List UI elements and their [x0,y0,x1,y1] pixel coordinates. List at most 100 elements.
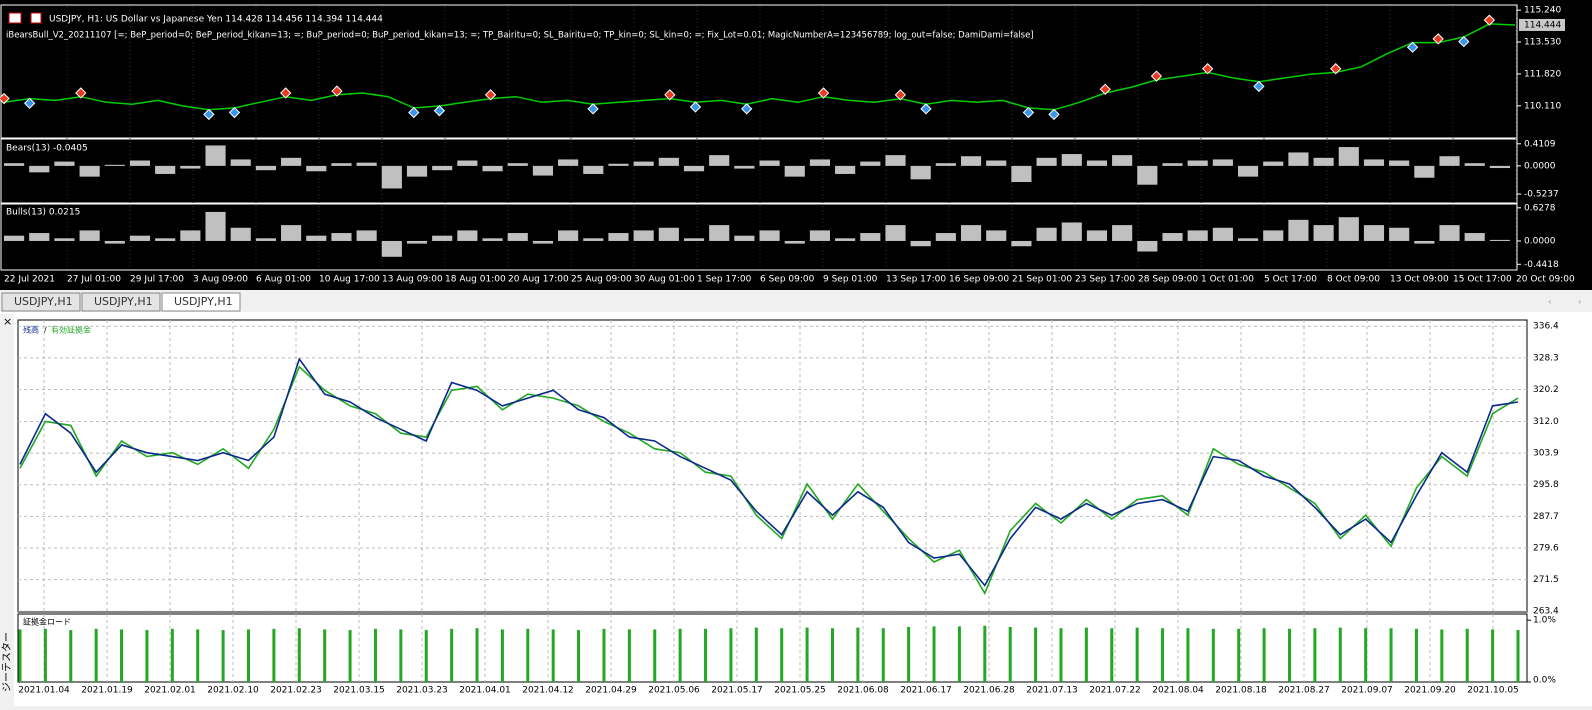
margin-bar [120,629,124,682]
margin-bar [373,628,377,682]
buy-marker [228,106,241,119]
bulls-bar [356,230,377,241]
margin-bar [1084,627,1088,682]
bears-bar [1439,156,1460,166]
scroll-right[interactable]: › [1578,298,1582,308]
bears-bar [734,165,755,169]
margin-bar [1161,628,1165,682]
y-tick-label: 0.0000 [1524,161,1556,171]
legend-equity: 有効証拠金 [51,325,91,335]
margin-bar [907,626,911,682]
bears-bar [104,164,125,166]
bears-bar [935,163,956,166]
bulls-bar [759,230,780,241]
bears-bar [1011,165,1032,183]
bears-bar [1212,159,1233,166]
bears-bar [835,165,856,174]
expert-icon[interactable] [30,12,42,24]
bears-bar [1389,160,1410,166]
equity-line [19,365,1519,596]
x-tick-label: 2021.04.01 [459,686,511,696]
bulls-bar [54,238,75,241]
x-tick-label: 2021.08.18 [1215,686,1267,696]
balance-line [19,357,1519,587]
expert-parameters: iBearsBull_V2_20211107 [=; BeP_period=0;… [6,31,1034,41]
x-tick-label: 2021.04.12 [522,686,574,696]
margin-bar [856,627,860,682]
bulls-bar [29,233,50,241]
bulls-bar [784,240,805,244]
chart-icon[interactable] [8,12,22,24]
margin-bar [1135,627,1139,682]
bulls-bar [331,233,352,241]
margin-bar [1034,627,1038,682]
tab[interactable] [161,292,241,312]
bears-bar [784,165,805,177]
bears-bar [583,165,604,174]
close-button[interactable]: × [3,315,12,328]
margin-bar [424,630,428,682]
buy-marker [23,97,36,109]
margin-bar [602,628,606,682]
bears-bar [1162,163,1183,166]
y-tick-label: 110.110 [1524,101,1561,111]
margin-bar [18,629,22,682]
margin-bar [1389,628,1393,682]
bears-bar [205,145,226,166]
buy-marker [1458,35,1470,48]
margin-bar [1262,628,1266,682]
balance-pane [17,319,1528,613]
x-tick-label: 15 Oct 17:00 [1453,275,1512,285]
bears-bar [960,156,982,166]
bulls-bar [281,225,302,241]
sell-marker [1330,63,1342,75]
x-tick-label: 25 Aug 09:00 [571,275,632,285]
sell-marker [1432,33,1444,45]
margin-bar [170,628,174,682]
x-tick-label: 18 Aug 01:00 [445,275,506,285]
margin-bar [1211,628,1215,682]
bulls-bar [1363,225,1385,241]
bulls-bar [1061,222,1082,241]
y-tick-label: 295.8 [1533,480,1559,490]
bears-bar [986,160,1007,166]
bulls-bar [306,235,327,241]
tab[interactable] [81,292,161,312]
bears-bar [910,165,931,180]
y-tick-label: 336.4 [1533,322,1559,332]
bulls-bar [1313,225,1334,241]
x-tick-label: 2021.08.04 [1152,686,1204,696]
tab-label[interactable]: USDJPY,H1 [94,295,153,308]
x-tick-label: 2021.08.27 [1278,686,1330,696]
bulls-bar [1288,219,1309,241]
tab-label[interactable]: USDJPY,H1 [174,295,233,308]
buy-marker [203,108,215,121]
y-tick-label: 0.0000 [1524,236,1556,246]
y-tick-label: 111.820 [1524,69,1561,79]
bulls-bar [960,225,982,241]
bulls-bar [406,240,428,244]
bulls-bar [1489,239,1510,241]
bears-bar [129,160,151,166]
margin-bar [805,627,809,682]
margin-bar [729,628,733,682]
x-tick-label: 2021.04.29 [585,686,637,696]
margin-bar [577,630,581,682]
margin-bar [1465,628,1469,682]
margin-bar [830,628,834,682]
bulls-bar [230,227,251,241]
scroll-left[interactable]: ‹ [1548,298,1552,308]
bears-label: Bears(13) -0.0405 [6,144,88,154]
bears-bar [1086,160,1108,166]
y-tick-label: 263.4 [1533,607,1559,617]
price-line [3,23,1516,111]
bulls-bar [1137,240,1158,252]
tab-label[interactable]: USDJPY,H1 [14,295,73,308]
bulls-bar [532,240,553,244]
bears-bar [255,165,276,171]
bulls-bar [1212,227,1233,241]
x-tick-label: 20 Aug 17:00 [508,275,569,285]
margin-bar [780,628,784,682]
bulls-bar [1011,240,1032,247]
tab[interactable] [1,292,81,312]
